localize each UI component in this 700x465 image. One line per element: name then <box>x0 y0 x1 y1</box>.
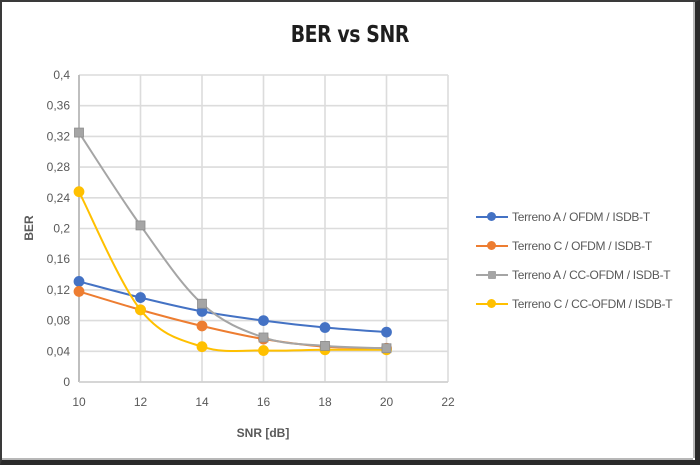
data-point-marker[interactable] <box>196 341 208 353</box>
y-tick-label: 0 <box>63 375 70 389</box>
data-point-marker[interactable] <box>319 322 331 333</box>
data-point-marker[interactable] <box>258 315 269 327</box>
data-point-marker[interactable] <box>258 332 269 343</box>
data-point-marker[interactable] <box>135 292 146 303</box>
legend-item-terreno-a-cc-ofdm[interactable]: Terreno A / CC-OFDM / ISDB-T <box>476 260 691 289</box>
legend-item-terreno-c-ofdm[interactable]: Terreno C / OFDM / ISDB-T <box>476 231 691 260</box>
frame-shadow-right <box>693 2 695 458</box>
frame-shadow-bottom <box>2 458 693 460</box>
legend-swatch-icon <box>476 240 508 252</box>
y-axis-title: BER <box>22 215 36 241</box>
y-tick-label: 0,04 <box>47 344 71 358</box>
legend-label: Terreno A / CC-OFDM / ISDB-T <box>512 267 671 282</box>
legend-label: Terreno A / OFDM / ISDB-T <box>512 209 650 224</box>
y-tick-label: 0,32 <box>47 129 71 143</box>
chart-title: BER vs SNR <box>290 22 410 48</box>
legend-label: Terreno C / OFDM / ISDB-T <box>512 238 652 253</box>
x-tick-label: 16 <box>257 395 271 409</box>
y-tick-label: 0,12 <box>47 283 71 297</box>
legend-swatch-icon <box>476 298 508 310</box>
y-tick-label: 0,36 <box>47 99 71 113</box>
x-axis-title: SNR [dB] <box>237 426 290 440</box>
data-point-marker[interactable] <box>258 345 269 356</box>
x-tick-label: 20 <box>380 395 394 409</box>
x-tick-label: 10 <box>72 395 86 409</box>
data-point-marker[interactable] <box>381 326 392 338</box>
legend: Terreno A / OFDM / ISDB-T Terreno C / OF… <box>476 202 691 318</box>
legend-item-terreno-a-ofdm[interactable]: Terreno A / OFDM / ISDB-T <box>476 202 691 231</box>
x-axis-ticks: 10 12 14 16 18 20 22 <box>72 395 455 409</box>
data-point-marker[interactable] <box>196 320 208 332</box>
data-point-marker[interactable] <box>135 304 146 316</box>
series-0 <box>73 276 392 338</box>
y-tick-label: 0,08 <box>47 314 71 328</box>
data-point-marker[interactable] <box>381 343 392 354</box>
y-tick-label: 0,16 <box>47 252 71 266</box>
series-2 <box>74 127 392 354</box>
legend-swatch-icon <box>476 211 508 223</box>
x-tick-label: 18 <box>318 395 332 409</box>
data-point-marker[interactable] <box>197 298 207 309</box>
data-point-marker[interactable] <box>74 127 84 138</box>
series-line <box>78 191 387 353</box>
series-3 <box>73 186 392 356</box>
data-point-marker[interactable] <box>320 341 330 351</box>
y-axis-ticks: 0 0,04 0,08 0,12 0,16 0,2 0,24 0,28 0,32 0,36 0,4 <box>47 68 71 389</box>
legend-item-terreno-c-cc-ofdm[interactable]: Terreno C / CC-OFDM / ISDB-T <box>476 289 691 318</box>
data-point-marker[interactable] <box>73 276 85 287</box>
series-line <box>78 280 387 334</box>
data-point-marker[interactable] <box>73 286 85 297</box>
y-tick-label: 0,4 <box>53 68 70 82</box>
legend-label: Terreno C / CC-OFDM / ISDB-T <box>512 296 673 311</box>
y-tick-label: 0,2 <box>53 222 70 236</box>
x-tick-label: 22 <box>441 395 455 409</box>
legend-swatch-icon <box>476 269 508 281</box>
x-tick-label: 14 <box>195 395 209 409</box>
data-point-marker[interactable] <box>73 186 85 198</box>
series-lines <box>73 127 392 356</box>
x-tick-label: 12 <box>134 395 148 409</box>
y-tick-label: 0,28 <box>47 160 71 174</box>
y-tick-label: 0,24 <box>47 191 71 205</box>
data-point-marker[interactable] <box>135 220 146 231</box>
